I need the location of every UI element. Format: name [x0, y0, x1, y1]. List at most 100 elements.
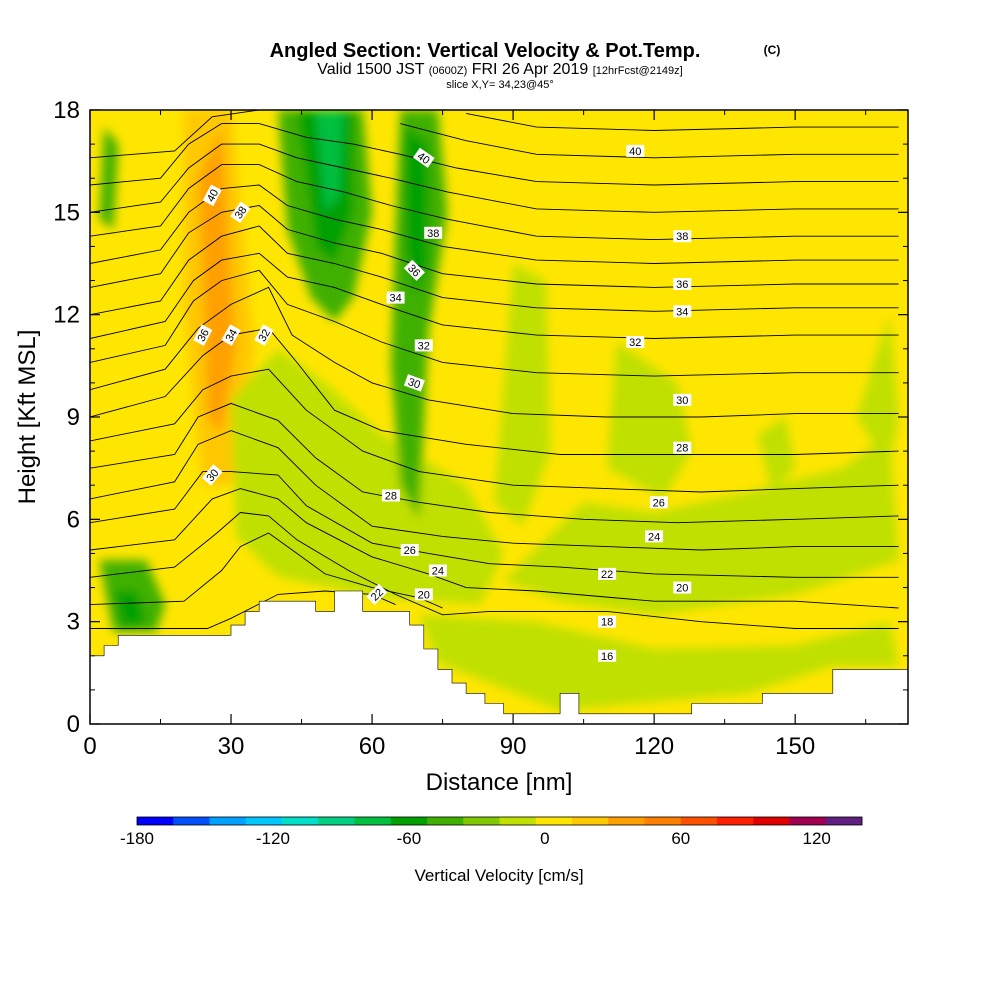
isentrope-line: [90, 402, 899, 524]
contour-label: 24: [645, 530, 664, 543]
contour-label-text: 38: [233, 204, 250, 221]
colorbar-tick-label: 0: [540, 829, 549, 848]
isentrope-line: [90, 252, 899, 339]
x-tick-label: 0: [83, 733, 96, 760]
y-tick-label: 3: [67, 609, 80, 636]
x-tick-label: 30: [218, 733, 245, 760]
y-axis-label: Height [Kft MSL]: [14, 330, 41, 505]
colorbar-tick-label: -180: [120, 829, 154, 848]
contour-label-text: 32: [629, 337, 641, 349]
contour-label-box: [221, 324, 241, 346]
contour-label-box: [649, 496, 668, 509]
contour-label-text: 36: [196, 327, 212, 343]
velocity-region: [198, 127, 236, 435]
contour-label-box: [673, 581, 692, 594]
contour-label-box: [201, 464, 223, 486]
contour-label-box: [202, 184, 222, 207]
y-tick-label: 12: [53, 302, 80, 329]
contour-label: 20: [414, 588, 433, 601]
y-tick-label: 18: [53, 97, 80, 124]
isentrope-line: [90, 327, 899, 455]
contour-label-text: 34: [676, 306, 688, 318]
colorbar-tick-label: 60: [671, 829, 690, 848]
contour-label-text: 24: [648, 531, 660, 543]
isentrope-line: [90, 205, 899, 288]
colorbar-swatch: [427, 817, 464, 825]
contour-label: 18: [598, 615, 617, 629]
colorbar-tick-label: -60: [397, 829, 422, 848]
velocity-region: [99, 127, 119, 230]
colorbar-swatch: [209, 817, 247, 825]
colorbar-swatch: [282, 817, 319, 825]
colorbar-swatch: [680, 817, 718, 825]
contour-label: 36: [193, 324, 213, 346]
contour-label-text: 18: [601, 617, 613, 629]
isentrope-line: [90, 532, 443, 609]
contour-label-box: [598, 615, 617, 628]
isentrope-line: [90, 368, 899, 493]
contour-label-text: 32: [418, 340, 430, 352]
colorbar-tick-label: 120: [803, 829, 831, 848]
velocity-region: [607, 342, 692, 499]
contour-label-text: 30: [406, 376, 422, 391]
contour-label: 26: [400, 544, 419, 557]
velocity-region: [113, 591, 147, 629]
chart-title-suffix: (C): [764, 43, 781, 57]
contour-label-box: [381, 489, 400, 502]
contour-label: 38: [673, 230, 692, 243]
x-tick-label: 60: [359, 733, 386, 760]
contour-label-box: [673, 278, 692, 290]
isentrope-line: [90, 488, 899, 609]
colorbar-swatch: [245, 817, 283, 825]
contour-label-box: [645, 530, 664, 543]
isentrope-line: [90, 286, 899, 418]
isentrope-contours: [90, 110, 899, 629]
contour-label-box: [230, 201, 251, 224]
contour-label-text: 38: [676, 231, 688, 243]
contour-label: 26: [649, 496, 668, 509]
isentrope-line: [90, 512, 899, 629]
colorbar-tick-label: -120: [256, 829, 290, 848]
contour-label-box: [414, 588, 433, 601]
contour-label: 34: [673, 305, 692, 318]
colorbar-swatch: [644, 817, 682, 825]
isentrope-line: [466, 112, 899, 131]
contour-label-text: 16: [601, 651, 613, 663]
contour-label: 38: [230, 201, 251, 224]
contour-label-text: 28: [385, 491, 397, 503]
contour-label: 34: [221, 324, 241, 346]
isentrope-line: [90, 110, 260, 159]
contour-label-text: 32: [257, 327, 274, 344]
contour-label-box: [403, 374, 425, 392]
colorbar-swatch: [608, 817, 645, 825]
contour-label: 24: [428, 564, 447, 578]
colorbar-swatch: [572, 817, 609, 825]
contour-label: 22: [598, 567, 617, 581]
contour-label-text: 34: [389, 293, 401, 305]
subtitle-valid: Valid 1500 JST: [317, 61, 425, 78]
velocity-region: [494, 263, 551, 527]
contour-label: 16: [598, 649, 617, 663]
contour-label-box: [626, 336, 645, 348]
contour-label-box: [673, 441, 692, 454]
contour-label-text: 28: [676, 443, 688, 455]
contour-label-box: [193, 324, 213, 346]
isentrope-line: [90, 184, 899, 264]
x-tick-label: 120: [634, 733, 674, 760]
contour-label: 34: [386, 291, 405, 305]
contour-label-box: [598, 567, 617, 580]
contour-label-text: 38: [427, 228, 439, 240]
contour-label-box: [673, 393, 692, 406]
y-tick-label: 6: [67, 506, 80, 533]
colorbar: -180 -120 -60 0 60 120: [120, 816, 863, 848]
isentrope-line: [90, 225, 899, 316]
x-tick-label: 150: [775, 733, 815, 760]
colorbar-swatch: [390, 817, 428, 825]
contour-label-box: [412, 147, 435, 168]
contour-label-text: 40: [629, 146, 641, 158]
contour-label-text: 40: [415, 150, 432, 167]
isentrope-line: [400, 123, 899, 159]
contour-label-box: [254, 324, 274, 346]
x-tick-label: 90: [500, 733, 527, 760]
